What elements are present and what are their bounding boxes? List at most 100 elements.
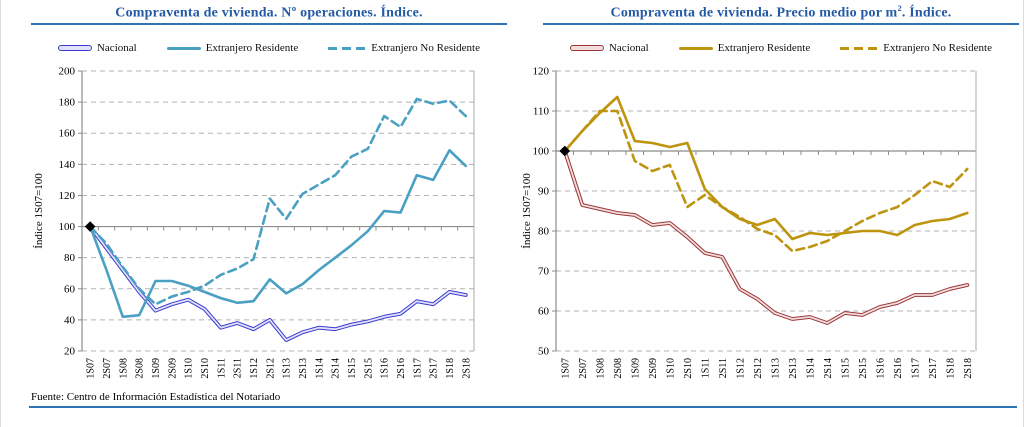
series-line-nacional [88,224,468,343]
series-line-core-nacional [563,150,969,324]
x-tick-label: 2S17 [928,358,939,379]
series-line-extranjero-no-residente [563,109,969,253]
x-tick-label: 1S13 [282,358,293,379]
y-axis-labels: 20 40 60 80 100 120 140 160 180 200 [59,66,76,358]
legend-swatch-extranjero-no-residente [840,46,879,50]
x-axis-labels: 1S07 2S07 1S08 2S08 1S09 2S09 1S10 2S10 1S11 2S11… [560,358,974,379]
legend-label-nacional: Nacional [608,42,649,54]
x-tick-label: 1S15 [347,358,358,379]
x-tick-label: 2S17 [429,358,440,379]
x-tick-label: 1S17 [910,358,921,379]
legend-label-extranjero-no-residente: Extranjero No Residente [883,42,992,54]
x-tick-label: 2S16 [893,358,904,379]
y-axis-title: Índice 1S07=100 [33,173,45,249]
legend-item-nacional: Nacional [57,42,137,54]
x-tick-label: 1S14 [314,358,325,379]
legend-label-extranjero-residente: Extranjero Residente [205,42,299,54]
chart-operations-svg: 20 40 60 80 100 120 140 160 180 200 1S07 2S07 1S08 2S… [33,66,475,379]
x-tick-label: 2S14 [331,358,342,379]
legend-swatch-nacional [57,45,92,51]
x-tick-label: 2S11 [718,358,729,378]
x-tick-label: 1S11 [216,358,227,378]
x-tick-label: 2S08 [613,358,624,379]
series-line-nacional [562,149,970,325]
legend-label-extranjero-residente: Extranjero Residente [717,42,811,54]
x-tick-label: 2S10 [683,358,694,379]
x-tick-label: 1S18 [945,358,956,379]
y-tick-label: 100 [533,146,550,158]
y-tick-label: 40 [64,314,76,326]
y-axis-title: Índice 1S07=100 [521,173,533,249]
chart-title-price-sup: 2 [897,4,902,13]
y-tick-label: 60 [64,283,76,295]
x-tick-label: 1S07 [86,358,97,379]
x-tick-label: 2S15 [363,358,374,379]
x-tick-label: 2S10 [200,358,211,379]
x-tick-label: 1S16 [875,358,886,379]
x-tick-label: 2S07 [102,358,113,379]
y-tick-label: 160 [59,128,76,140]
x-tick-label: 1S11 [700,358,711,378]
y-tick-label: 60 [538,306,550,318]
chart-title-operations: Compraventa de vivienda. Nº operaciones.… [31,4,507,22]
x-tick-label: 1S12 [249,358,260,379]
legend-swatch-extranjero-no-residente [328,46,367,50]
y-tick-label: 50 [538,346,550,358]
x-tick-label: 1S14 [805,358,816,379]
x-tick-label: 2S08 [135,358,146,379]
x-tick-label: 2S12 [753,358,764,379]
legend-swatch-extranjero-residente [166,46,201,50]
series-line-extranjero-residente [563,95,969,241]
x-tick-label: 1S10 [665,358,676,379]
chart-title-price-text: Compraventa de vivienda. Precio medio po… [610,5,898,21]
x-tick-label: 2S18 [963,358,974,379]
legend-label-nacional: Nacional [96,42,137,54]
x-tick-label: 1S07 [560,358,571,379]
legend-item-extranjero-no-residente: Extranjero No Residente [328,42,480,54]
chart-panel-price: Compraventa de vivienda. Precio medio po… [513,0,1023,400]
y-tick-label: 80 [64,252,76,264]
x-axis-labels: 1S07 2S07 1S08 2S08 1S09 2S09 1S10 2S10 1S11 2S11… [86,358,473,379]
title-underline [31,23,507,25]
legend-item-nacional: Nacional [569,42,649,54]
x-tick-label: 1S13 [770,358,781,379]
y-tick-label: 70 [538,266,550,278]
chart-title-price-suffix: . Índice. [901,5,952,21]
legend-swatch-extranjero-residente [678,46,713,50]
legend-item-extranjero-residente: Extranjero Residente [166,42,299,54]
x-tick-label: 2S14 [823,358,834,379]
y-tick-label: 180 [59,97,76,109]
chart-title-operations-text: Compraventa de vivienda. Nº operaciones.… [115,5,423,21]
start-marker-diamond [84,221,96,232]
legend-swatch-nacional [569,45,604,51]
title-underline [543,23,1019,25]
legend-item-extranjero-residente: Extranjero Residente [678,42,811,54]
x-tick-label: 1S18 [445,358,456,379]
x-tick-label: 2S07 [578,358,589,379]
series-line-extranjero-residente [88,149,468,319]
y-tick-label: 140 [59,159,76,171]
source-note: Fuente: Centro de Información Estadístic… [31,391,281,403]
chart-panel-operations: Compraventa de vivienda. Nº operaciones.… [1,0,513,400]
x-tick-label: 2S12 [265,358,276,379]
series-line-core-nacional [89,225,467,342]
x-tick-label: 1S15 [840,358,851,379]
x-tick-label: 2S15 [858,358,869,379]
x-tick-label: 2S11 [233,358,244,378]
legend-label-extranjero-no-residente: Extranjero No Residente [371,42,480,54]
x-tick-label: 1S17 [412,358,423,379]
bottom-rule [29,406,1017,408]
y-tick-label: 100 [59,221,76,233]
legend-item-extranjero-no-residente: Extranjero No Residente [840,42,992,54]
gridlines [78,70,475,352]
y-tick-label: 20 [64,346,76,358]
x-tick-label: 1S08 [595,358,606,379]
x-tick-label: 2S18 [461,358,472,379]
x-tick-label: 1S16 [380,358,391,379]
x-tick-label: 2S13 [788,358,799,379]
x-tick-label: 1S09 [630,358,641,379]
x-tick-label: 2S16 [396,358,407,379]
x-tick-label: 2S09 [648,358,659,379]
chart-price-svg: 50 60 70 80 90 100 110 120 1S07 2S07 1S08 2S08 1S09 2… [521,66,977,379]
